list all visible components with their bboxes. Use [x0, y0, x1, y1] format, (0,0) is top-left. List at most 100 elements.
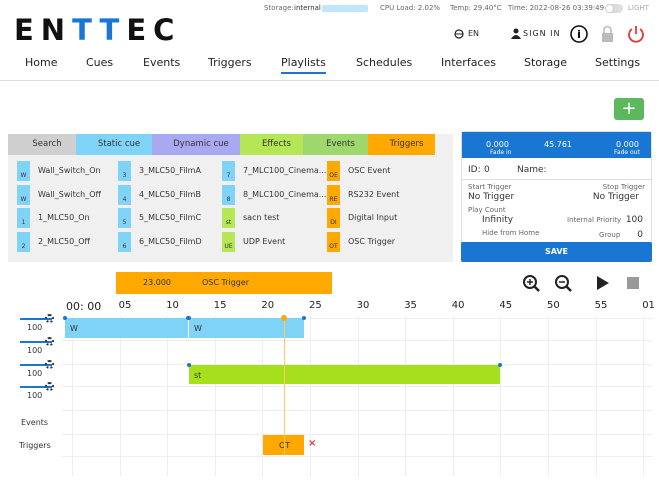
- grid-line: [500, 316, 502, 476]
- cue-name[interactable]: OSC Event: [348, 166, 391, 175]
- grid-line: [643, 316, 645, 476]
- cue-icon[interactable]: 5: [118, 208, 131, 228]
- cue-icon[interactable]: 8: [222, 184, 235, 205]
- grid-line: [167, 316, 169, 476]
- play-count[interactable]: Infinity: [482, 215, 514, 225]
- svg-text:i: i: [577, 28, 581, 41]
- triggers-label: Triggers: [19, 441, 51, 450]
- cue-icon[interactable]: 7: [222, 161, 235, 181]
- cue-name[interactable]: 6_MLC50_FilmD: [139, 236, 202, 246]
- id-label: ID:: [468, 165, 481, 175]
- cue-icon[interactable]: 6: [118, 231, 131, 252]
- grid-line: [595, 316, 597, 476]
- cue-name[interactable]: sacn test: [243, 213, 280, 222]
- ruler-label: 05: [118, 300, 132, 311]
- stop-trigger[interactable]: No Trigger: [592, 192, 639, 202]
- row-icon: [45, 336, 54, 346]
- timeline: 00: 00 05 10 15 20 25 30 35 40 45 50 55 01 100 100 100 1…: [0, 298, 659, 485]
- row-icon: [45, 359, 54, 369]
- hide-label[interactable]: Hide from Home: [482, 229, 540, 237]
- ruler-label: 55: [594, 300, 608, 311]
- theme-label: LIGHT: [628, 4, 649, 12]
- cue-name[interactable]: RS232 Event: [348, 189, 400, 199]
- cue-icon[interactable]: 3: [118, 161, 131, 181]
- row-level: 100: [27, 345, 43, 355]
- theme-toggle[interactable]: [605, 4, 623, 13]
- cue-name[interactable]: 3_MLC50_FilmA: [139, 166, 201, 175]
- nav-item[interactable]: Storage: [524, 56, 568, 69]
- logo-part: EC: [126, 13, 182, 47]
- nav-item[interactable]: Playlists: [281, 56, 326, 74]
- cue-name[interactable]: Digital Input: [348, 213, 398, 222]
- cue-name[interactable]: 7_MLC100_Cinema...: [243, 166, 327, 175]
- cue-icon[interactable]: OT: [327, 231, 340, 252]
- cue-name[interactable]: Wall_Switch_On: [38, 166, 101, 175]
- nav-item[interactable]: Home: [25, 56, 58, 69]
- playhead-dot: [281, 315, 287, 321]
- ruler-label: 15: [213, 300, 227, 311]
- library-tab[interactable]: Search: [8, 134, 76, 155]
- nav-bar: Home Cues Events Triggers Playlists Schedules…: [0, 55, 659, 81]
- clip[interactable]: W: [65, 318, 188, 338]
- clip[interactable]: W: [189, 318, 304, 338]
- logo[interactable]: ENTTEC: [14, 13, 181, 47]
- cue-name[interactable]: 8_MLC100_Cinema...: [243, 189, 327, 199]
- library-tab[interactable]: Triggers: [368, 134, 435, 155]
- group[interactable]: 0: [637, 230, 643, 240]
- cue-name[interactable]: Wall_Switch_Off: [38, 189, 102, 199]
- cue-name[interactable]: UDP Event: [243, 236, 286, 246]
- id-value: 0: [484, 165, 490, 175]
- sign-in[interactable]: SIGN IN: [523, 29, 561, 38]
- library-tab[interactable]: Dynamic cue: [152, 134, 240, 155]
- storage-label: Storage:: [264, 4, 294, 12]
- nav-item[interactable]: Cues: [86, 56, 114, 69]
- priority-label: Internal Priority: [567, 216, 622, 224]
- cue-icon[interactable]: st: [222, 208, 235, 228]
- nav-item[interactable]: Settings: [595, 56, 641, 69]
- grid-line: [262, 316, 264, 476]
- transport-controls[interactable]: [520, 272, 650, 294]
- nav-item[interactable]: Events: [143, 56, 181, 69]
- nav-item[interactable]: Interfaces: [441, 56, 496, 69]
- cue-name[interactable]: 1_MLC50_On: [38, 213, 90, 222]
- cue-name[interactable]: 5_MLC50_FilmC: [139, 213, 202, 222]
- delete-clip[interactable]: ×: [308, 438, 317, 449]
- nav-item[interactable]: Schedules: [356, 56, 413, 69]
- stop-trigger-label: Stop Trigger: [602, 183, 645, 191]
- trigger-bar[interactable]: 23.000 OSC Trigger: [116, 272, 332, 294]
- cue-icon[interactable]: W: [17, 184, 30, 205]
- save-button[interactable]: SAVE: [461, 242, 652, 262]
- start-trigger[interactable]: No Trigger: [468, 192, 515, 202]
- grid-line: [452, 316, 454, 476]
- clip[interactable]: st: [189, 365, 500, 384]
- cue-name[interactable]: OSC Trigger: [348, 236, 396, 246]
- library-tab[interactable]: Effects: [240, 134, 303, 155]
- add-button[interactable]: +: [614, 98, 644, 120]
- cue-icon[interactable]: DI: [327, 208, 340, 228]
- cue-icon[interactable]: OE: [327, 161, 340, 181]
- logo-part: EN: [14, 13, 73, 47]
- cue-icon[interactable]: UE: [222, 231, 235, 252]
- library-tab[interactable]: Events: [303, 134, 368, 155]
- clip-handle: [187, 363, 191, 367]
- duration: 45.761: [544, 140, 572, 149]
- trigger-time: 23.000: [143, 278, 171, 287]
- cue-name[interactable]: 4_MLC50_FilmB: [139, 189, 201, 199]
- ruler-label: 50: [547, 300, 560, 311]
- cue-icon[interactable]: 2: [17, 231, 30, 252]
- nav-item[interactable]: Triggers: [208, 56, 252, 69]
- row-level-bar: [20, 340, 52, 343]
- cue-name[interactable]: 2_MLC50_Off: [38, 236, 91, 246]
- priority[interactable]: 100: [625, 215, 643, 225]
- cue-icon[interactable]: RE: [327, 184, 340, 205]
- cue-icon[interactable]: 1: [17, 208, 30, 228]
- cue-icon[interactable]: W: [17, 161, 30, 181]
- cue-icon[interactable]: 4: [118, 184, 131, 205]
- ruler-label: 30: [356, 300, 370, 311]
- library-tab[interactable]: Static cue: [76, 134, 152, 155]
- play-count-label: Play Count: [468, 206, 506, 214]
- language[interactable]: EN: [468, 29, 480, 38]
- row-line: [62, 410, 652, 411]
- row-line: [62, 340, 652, 341]
